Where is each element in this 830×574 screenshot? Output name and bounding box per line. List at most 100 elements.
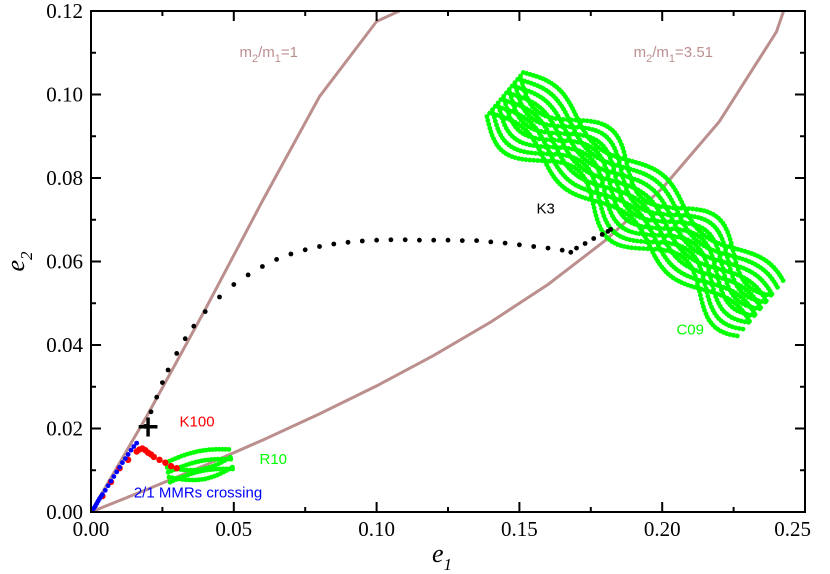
region-c09-point <box>599 206 604 212</box>
y-axis-label: e2 <box>1 251 36 272</box>
region-c09-point <box>588 193 594 199</box>
region-r10-point <box>228 456 234 462</box>
data-series <box>91 227 614 512</box>
region-c09-point <box>543 158 549 164</box>
series-k100-point <box>150 453 157 461</box>
region-c09-point <box>719 261 725 267</box>
x-tick-label: 0.25 <box>774 517 811 541</box>
region-c09-point <box>723 247 728 253</box>
y-tick-label: 0.12 <box>46 0 83 23</box>
region-c09-point <box>712 260 717 266</box>
series-k3-point <box>474 238 479 244</box>
region-c09-point <box>588 118 594 124</box>
region-c09-point <box>698 296 704 302</box>
series-label-k100: K100 <box>180 413 215 430</box>
region-c09-point <box>580 118 586 123</box>
region-c09-point <box>552 151 558 157</box>
region-c09-point <box>706 267 712 273</box>
region-c09-point <box>591 205 597 211</box>
x-tick-label: 0.00 <box>73 517 110 541</box>
series-k3-point <box>302 247 308 253</box>
region-c09-point <box>633 245 638 251</box>
region-c09-point <box>764 292 770 298</box>
series-k3-point <box>274 257 279 262</box>
region-c09-point <box>575 124 581 130</box>
region-c09-point <box>722 243 727 249</box>
series-k3-point <box>345 239 351 245</box>
series-2-1-mmrs-crossing <box>91 440 140 512</box>
region-c09-point <box>620 145 626 151</box>
region-c09-point <box>727 332 733 337</box>
region-c09-point <box>533 150 538 156</box>
series-k3-point <box>431 237 437 243</box>
series-k3-point <box>148 409 154 415</box>
x-axis-label-sub: 1 <box>444 555 453 574</box>
region-c09-point <box>571 124 577 130</box>
region-c09-point <box>727 236 733 242</box>
region-c09-point <box>594 216 600 222</box>
series-k3-point <box>317 244 322 249</box>
series-k100-point <box>162 459 169 466</box>
series-k3-point <box>165 367 171 373</box>
mass-ratio-label-1: m2/m1=1 <box>240 44 299 65</box>
region-c09-point <box>577 132 583 138</box>
series-k3-point <box>568 249 574 255</box>
series-label-k3: K3 <box>537 200 555 217</box>
region-c09-point <box>521 149 527 155</box>
region-c09-point <box>675 219 681 225</box>
region-c09-point <box>734 333 740 339</box>
series-k3-point <box>517 242 522 248</box>
region-c09-point <box>594 187 600 192</box>
y-tick-label: 0.08 <box>46 166 83 190</box>
region-c09-point <box>742 319 748 325</box>
region-c09-point <box>730 248 736 254</box>
y-tick-label: 0.04 <box>46 333 83 357</box>
series-2-1-mmrs-crossing-point <box>117 464 122 470</box>
series-k3-point <box>502 240 508 246</box>
region-c09-point <box>681 213 686 218</box>
region-c09-point <box>613 174 618 180</box>
region-c09-point <box>728 240 734 246</box>
region-c09-point <box>698 292 703 298</box>
series-k3-point <box>142 424 148 429</box>
mass-ratio-label-part-5: =1 <box>281 44 298 61</box>
region-label-r10: R10 <box>260 451 288 468</box>
series-k3-point <box>574 245 579 251</box>
region-c09-point <box>660 247 666 253</box>
series-2-1-mmrs-crossing-point <box>105 483 111 489</box>
region-c09-point <box>486 121 492 127</box>
region-c09-point <box>667 219 673 225</box>
region-c09-point <box>600 180 605 186</box>
region-c09-point <box>752 312 758 317</box>
y-axis-label-base: e <box>1 260 30 272</box>
region-c09-point <box>694 207 700 212</box>
region-c09-point <box>618 167 624 173</box>
y-tick-label: 0.06 <box>46 250 83 274</box>
region-c09-point <box>624 160 630 166</box>
region-c09-point <box>529 150 534 156</box>
region-c09-point <box>525 150 531 155</box>
series-2-1-mmrs-crossing-point <box>131 444 137 449</box>
series-k3-point <box>260 264 265 269</box>
y-tick-label: 0.00 <box>46 500 83 524</box>
region-c09-point <box>490 107 495 113</box>
region-c09-point <box>527 157 533 163</box>
region-c09-point <box>641 246 646 252</box>
region-c09-point <box>566 146 571 151</box>
x-tick-label: 0.05 <box>215 517 252 541</box>
region-c09-point <box>717 254 723 259</box>
region-c09-point <box>535 158 541 163</box>
region-c09-point <box>616 159 622 165</box>
region-c09-point <box>733 325 739 331</box>
region-c09-point <box>645 246 650 252</box>
region-c09-point <box>753 305 759 311</box>
x-tick-label: 0.10 <box>358 517 395 541</box>
series-k3-point <box>217 294 222 300</box>
region-c09-point <box>686 206 692 212</box>
x-axis-label-base: e <box>432 539 444 568</box>
y-axis-label-sub: 2 <box>17 251 36 260</box>
region-c09-point <box>726 233 732 239</box>
region-c09-point <box>484 114 490 119</box>
region-c09-point <box>697 288 702 294</box>
